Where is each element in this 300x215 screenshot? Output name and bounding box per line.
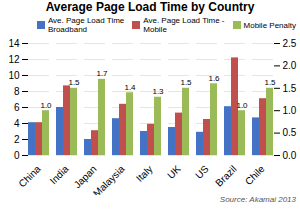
svg-text:China: China bbox=[16, 163, 43, 190]
svg-text:4: 4 bbox=[14, 118, 20, 129]
svg-text:14: 14 bbox=[8, 38, 20, 49]
svg-text:Italy: Italy bbox=[134, 163, 155, 184]
svg-text:India: India bbox=[48, 163, 71, 186]
svg-text:1.0: 1.0 bbox=[236, 101, 248, 110]
html-text:Ave. Page Load Time Broadband: Ave. Page Load Time Broadband bbox=[47, 16, 125, 34]
svg-text:1.6: 1.6 bbox=[208, 74, 220, 83]
svg-text:1.0: 1.0 bbox=[40, 101, 52, 110]
html-text:Average Page Load Time by Coun: Average Page Load Time by Country bbox=[45, 0, 255, 14]
html-text:Source: Akamai 2013: Source: Akamai 2013 bbox=[219, 195, 296, 204]
svg-text:1.5: 1.5 bbox=[264, 78, 276, 87]
svg-text:Chile: Chile bbox=[243, 163, 267, 187]
svg-text:US: US bbox=[193, 163, 211, 181]
svg-text:1.7: 1.7 bbox=[96, 69, 108, 78]
svg-text:1.0: 1.0 bbox=[283, 105, 297, 116]
svg-text:6: 6 bbox=[14, 102, 20, 113]
svg-text:1.4: 1.4 bbox=[124, 83, 136, 92]
svg-text:1.3: 1.3 bbox=[152, 87, 164, 96]
svg-text:1.5: 1.5 bbox=[180, 78, 192, 87]
svg-text:Malaysia: Malaysia bbox=[91, 163, 127, 195]
svg-text:2: 2 bbox=[14, 134, 20, 145]
svg-text:8: 8 bbox=[14, 86, 20, 97]
svg-text:10: 10 bbox=[8, 70, 20, 81]
svg-text:2.5: 2.5 bbox=[283, 38, 297, 49]
svg-text:Brazil: Brazil bbox=[213, 163, 238, 188]
svg-text:2.0: 2.0 bbox=[283, 60, 297, 71]
svg-text:0.0: 0.0 bbox=[283, 150, 297, 161]
html-text:Ave. Page Load Time - Mobile: Ave. Page Load Time - Mobile bbox=[143, 16, 225, 34]
svg-text:Japan: Japan bbox=[71, 163, 99, 191]
html-text:Mobile Penalty: Mobile Penalty bbox=[243, 20, 296, 30]
svg-text:12: 12 bbox=[8, 54, 20, 65]
svg-text:0.5: 0.5 bbox=[283, 127, 297, 138]
svg-text:0: 0 bbox=[14, 150, 20, 161]
svg-text:1.5: 1.5 bbox=[283, 83, 297, 94]
svg-text:1.5: 1.5 bbox=[68, 78, 80, 87]
svg-text:UK: UK bbox=[165, 163, 183, 181]
